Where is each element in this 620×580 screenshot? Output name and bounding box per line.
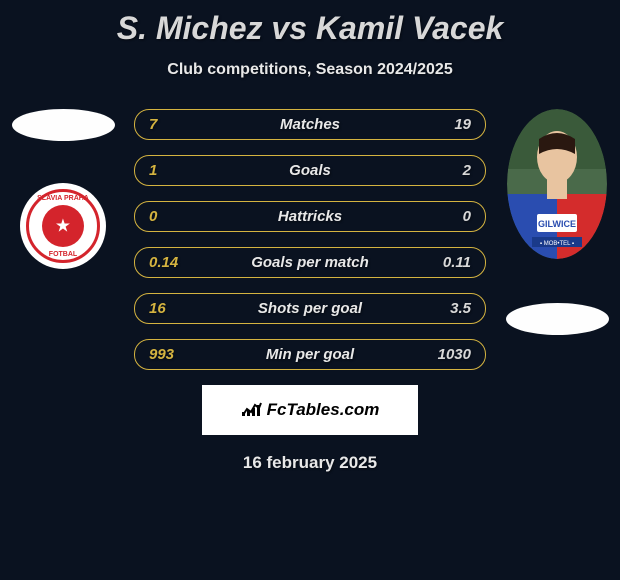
player-right-column: GILWICE ▪ MOB•TEL ▪ xyxy=(502,109,612,370)
club-logo-text-bottom: FOTBAL xyxy=(49,251,77,258)
stat-value-left: 1 xyxy=(149,162,157,179)
stats-column: 7 Matches 19 1 Goals 2 0 Hattricks 0 0.14 Goals pe… xyxy=(134,109,486,370)
stat-label: Goals per match xyxy=(251,254,369,271)
player-left-column: SLAVIA PRAHA ★ FOTBAL xyxy=(8,109,118,370)
attribution-text: FcTables.com xyxy=(267,400,380,420)
stat-label: Shots per goal xyxy=(258,300,362,317)
stat-value-right: 2 xyxy=(463,162,471,179)
stat-value-left: 993 xyxy=(149,346,174,363)
svg-text:▪ MOB•TEL ▪: ▪ MOB•TEL ▪ xyxy=(540,241,574,247)
player-left-club-logo: SLAVIA PRAHA ★ FOTBAL xyxy=(20,183,106,269)
stat-value-left: 0 xyxy=(149,208,157,225)
stat-value-right: 1030 xyxy=(438,346,471,363)
chart-icon xyxy=(241,399,263,422)
club-logo-text-top: SLAVIA PRAHA xyxy=(37,195,89,202)
player-photo-graphic: GILWICE ▪ MOB•TEL ▪ xyxy=(507,109,607,259)
date-text: 16 february 2025 xyxy=(0,453,620,473)
stat-value-right: 19 xyxy=(454,116,471,133)
stat-row: 1 Goals 2 xyxy=(134,155,486,186)
player-right-name-badge xyxy=(506,303,609,335)
club-logo-center: ★ xyxy=(42,205,84,247)
attribution-badge: FcTables.com xyxy=(202,385,418,435)
stat-label: Min per goal xyxy=(266,346,354,363)
svg-text:GILWICE: GILWICE xyxy=(538,219,576,229)
stat-row: 7 Matches 19 xyxy=(134,109,486,140)
club-logo-ring: SLAVIA PRAHA ★ FOTBAL xyxy=(26,189,100,263)
stat-value-right: 3.5 xyxy=(450,300,471,317)
stat-value-right: 0.11 xyxy=(443,254,471,271)
star-icon: ★ xyxy=(55,216,71,237)
stat-label: Goals xyxy=(289,162,331,179)
stat-value-right: 0 xyxy=(463,208,471,225)
stat-row: 0.14 Goals per match 0.11 xyxy=(134,247,486,278)
page-title: S. Michez vs Kamil Vacek xyxy=(0,0,620,47)
stat-value-left: 16 xyxy=(149,300,166,317)
stat-row: 993 Min per goal 1030 xyxy=(134,339,486,370)
stat-value-left: 7 xyxy=(149,116,157,133)
stat-row: 0 Hattricks 0 xyxy=(134,201,486,232)
stat-row: 16 Shots per goal 3.5 xyxy=(134,293,486,324)
stat-value-left: 0.14 xyxy=(149,254,178,271)
stat-label: Hattricks xyxy=(278,208,342,225)
page-subtitle: Club competitions, Season 2024/2025 xyxy=(0,61,620,79)
player-left-avatar-placeholder xyxy=(12,109,115,141)
stat-label: Matches xyxy=(280,116,340,133)
player-right-avatar: GILWICE ▪ MOB•TEL ▪ xyxy=(507,109,607,259)
comparison-layout: SLAVIA PRAHA ★ FOTBAL 7 Matches 19 1 Goals 2 0… xyxy=(0,109,620,370)
